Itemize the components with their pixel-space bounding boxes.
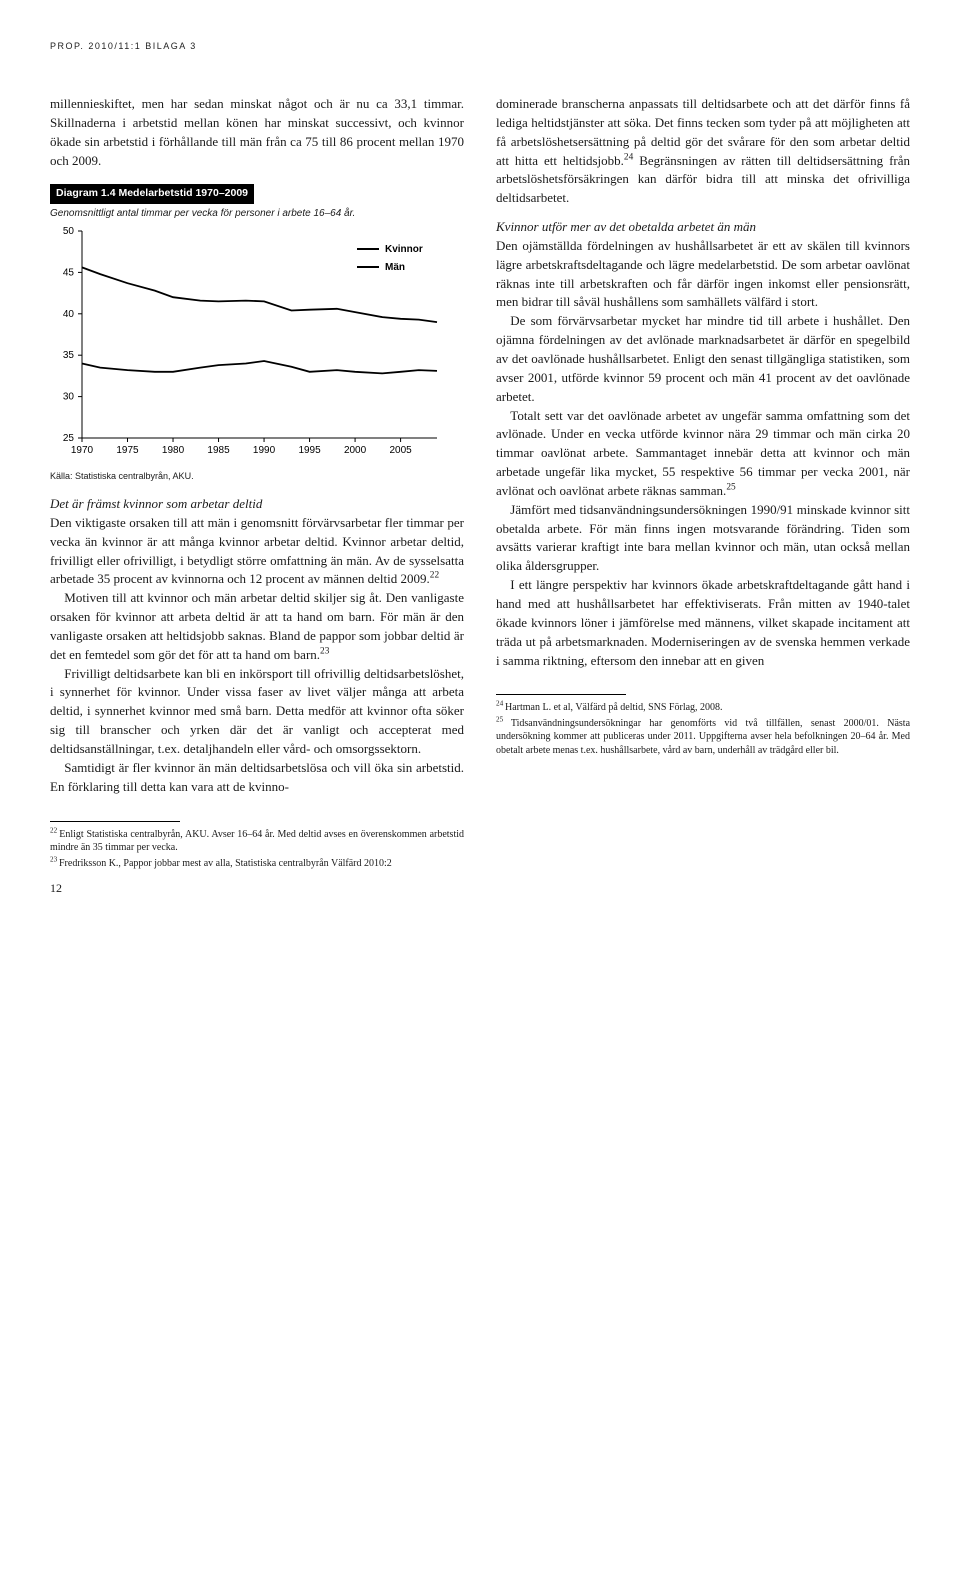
footnote: 22 Enligt Statistiska centralbyrån, AKU.… (50, 828, 464, 855)
svg-text:25: 25 (63, 433, 75, 444)
para: I ett längre perspektiv har kvinnors öka… (496, 576, 910, 670)
diagram-title: Diagram 1.4 Medelarbetstid 1970–2009 (50, 184, 254, 203)
footnote-ref: 23 (320, 646, 329, 656)
footnotes-rule (496, 694, 626, 695)
para: Frivilligt deltidsarbete kan bli en inkö… (50, 665, 464, 759)
svg-text:45: 45 (63, 268, 75, 279)
svg-text:1970: 1970 (71, 445, 94, 456)
running-head: PROP. 2010/11:1 BILAGA 3 (50, 40, 910, 53)
para: Samtidigt är fler kvinnor än män deltids… (50, 759, 464, 797)
right-column: dominerade branscherna anpassats till de… (496, 95, 910, 897)
footnotes-rule (50, 821, 180, 822)
text: Den viktigaste orsaken till att män i ge… (50, 515, 464, 587)
svg-text:1980: 1980 (162, 445, 185, 456)
para: De som förvärvsarbetar mycket har mindre… (496, 312, 910, 406)
left-column: millennieskiftet, men har sedan minskat … (50, 95, 464, 897)
svg-text:30: 30 (63, 392, 75, 403)
para: Totalt sett var det oavlönade arbetet av… (496, 407, 910, 501)
svg-text:50: 50 (63, 226, 75, 237)
footnote: 24 Hartman L. et al, Välfärd på deltid, … (496, 701, 910, 715)
svg-text:1995: 1995 (298, 445, 321, 456)
para: dominerade branscherna anpassats till de… (496, 95, 910, 208)
footnotes-left: 22 Enligt Statistiska centralbyrån, AKU.… (50, 828, 464, 871)
svg-text:40: 40 (63, 309, 75, 320)
page-number: 12 (50, 880, 464, 897)
footnote: 25 Tidsanvändningsundersökningar har gen… (496, 717, 910, 758)
chart-svg: 25 30 35 40 45 50 1970 1975 1980 1985 1990 1995 2000… (50, 225, 445, 460)
para: Den viktigaste orsaken till att män i ge… (50, 514, 464, 589)
svg-text:1975: 1975 (116, 445, 139, 456)
svg-text:35: 35 (63, 350, 75, 361)
para: Den ojämställda fördelningen av hushålls… (496, 237, 910, 312)
footnote-ref: 22 (430, 571, 439, 581)
chart-source: Källa: Statistiska centralbyrån, AKU. (50, 470, 464, 483)
text: Motiven till att kvinnor och män arbetar… (50, 590, 464, 662)
para: Motiven till att kvinnor och män arbetar… (50, 589, 464, 664)
footnote-ref: 24 (624, 152, 633, 162)
subhead: Kvinnor utför mer av det obetalda arbete… (496, 218, 910, 237)
svg-text:2000: 2000 (344, 445, 367, 456)
text: Totalt sett var det oavlönade arbetet av… (496, 408, 910, 498)
svg-text:2005: 2005 (389, 445, 412, 456)
footnote: 23 Fredriksson K., Pappor jobbar mest av… (50, 857, 464, 871)
para: millennieskiftet, men har sedan minskat … (50, 95, 464, 170)
subhead: Det är främst kvinnor som arbetar deltid (50, 495, 464, 514)
svg-text:1990: 1990 (253, 445, 276, 456)
svg-text:Kvinnor: Kvinnor (385, 244, 423, 255)
line-chart: 25 30 35 40 45 50 1970 1975 1980 1985 1990 1995 2000… (50, 225, 464, 466)
footnote-ref: 25 (726, 483, 735, 493)
diagram-subtitle: Genomsnittligt antal timmar per vecka fö… (50, 207, 464, 222)
two-column-layout: millennieskiftet, men har sedan minskat … (50, 95, 910, 897)
para: Jämfört med tidsanvändningsundersökninge… (496, 501, 910, 576)
svg-text:1985: 1985 (207, 445, 230, 456)
svg-text:Män: Män (385, 262, 405, 273)
footnotes-right: 24 Hartman L. et al, Välfärd på deltid, … (496, 701, 910, 757)
